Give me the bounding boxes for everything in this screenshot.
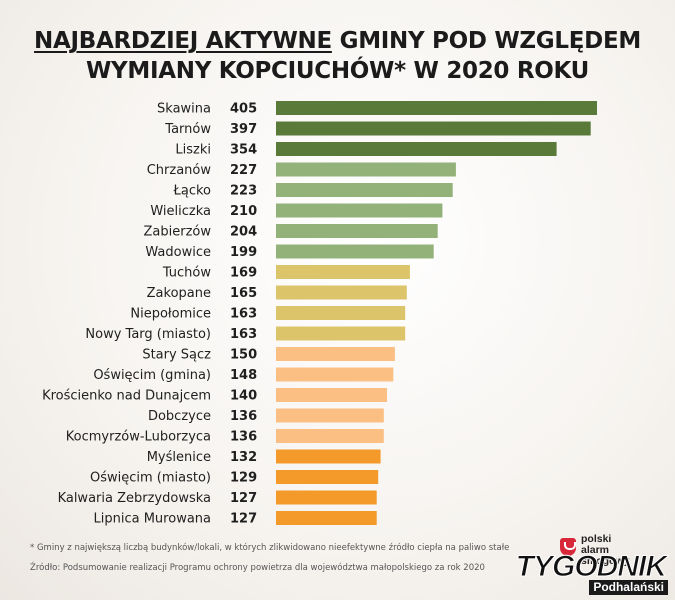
value-label: 163	[230, 327, 257, 342]
category-label: Skawina	[157, 102, 211, 117]
tp-logo-sub: Podhalański	[589, 580, 668, 595]
bar	[276, 306, 406, 320]
value-label: 405	[230, 102, 257, 117]
bar	[276, 162, 456, 177]
category-label: Lipnica Murowana	[94, 512, 211, 527]
bar	[276, 183, 453, 197]
category-label: Tarnów	[164, 122, 211, 137]
category-label: Oświęcim (gmina)	[93, 368, 211, 383]
bar	[276, 347, 395, 361]
bar-chart: Skawina 405 Tarnów 397 Liszki 354 Chrzanów 227 Ł…	[42, 101, 597, 527]
pas-word-1: polski	[581, 533, 612, 545]
footnote: * Gminy z największą liczbą budynków/lok…	[30, 543, 510, 553]
value-label: 165	[230, 286, 257, 301]
bar	[276, 470, 379, 484]
value-label: 199	[230, 245, 257, 260]
bar	[276, 203, 443, 218]
category-label: Tuchów	[162, 266, 212, 281]
pas-word-2: alarm	[581, 544, 610, 556]
tygodnik-podhalanski-logo: TYGODNIK Podhalański	[500, 550, 672, 596]
category-label: Liszki	[175, 143, 211, 158]
title-underlined: NAJBARDZIEJ AKTYWNE	[34, 28, 332, 54]
category-label: Kocmyrzów-Luborzyca	[66, 430, 211, 445]
bar	[276, 244, 434, 259]
bar	[276, 121, 591, 136]
value-label: 132	[230, 450, 257, 465]
bar	[276, 490, 377, 505]
bar	[276, 265, 410, 279]
category-label: Chrzanów	[147, 163, 212, 178]
value-label: 223	[230, 184, 257, 199]
pas-logo-text: polski alarm smogowy	[581, 534, 629, 567]
category-label: Dobczyce	[148, 409, 211, 424]
bar	[276, 429, 384, 443]
value-label: 148	[230, 368, 257, 383]
bar	[276, 101, 597, 115]
category-label: Oświęcim (miasto)	[90, 471, 211, 486]
category-label: Nowy Targ (miasto)	[85, 327, 211, 342]
value-label: 136	[230, 430, 257, 445]
category-label: Kalwaria Zebrzydowska	[58, 491, 211, 506]
category-label: Wieliczka	[150, 204, 211, 219]
polski-alarm-smogowy-logo: polski alarm smogowy	[560, 532, 630, 572]
value-label: 210	[230, 204, 257, 219]
category-label: Zabierzów	[144, 225, 212, 240]
value-label: 163	[230, 307, 257, 322]
chart-title: NAJBARDZIEJ AKTYWNE GMINY POD WZGLĘDEM W…	[0, 26, 675, 86]
bar	[276, 449, 381, 464]
title-line2: WYMIANY KOPCIUCHÓW* W 2020 ROKU	[85, 58, 590, 84]
category-label: Krościenko nad Dunajcem	[42, 389, 211, 404]
category-label: Zakopane	[147, 286, 211, 301]
category-label: Niepołomice	[130, 307, 211, 322]
category-label: Łącko	[173, 184, 211, 199]
bar	[276, 388, 387, 402]
category-label: Stary Sącz	[142, 348, 211, 363]
shield-icon	[560, 538, 576, 556]
value-label: 140	[230, 389, 257, 404]
pas-word-3: smogowy	[581, 555, 630, 567]
value-label: 204	[230, 225, 257, 240]
bar	[276, 224, 438, 238]
category-label: Wadowice	[145, 245, 211, 260]
tp-logo-main: TYGODNIK	[515, 550, 667, 583]
source-note: Źródło: Podsumowanie realizacji Programu…	[30, 563, 485, 573]
title-rest: GMINY POD WZGLĘDEM	[331, 28, 642, 54]
bar	[276, 326, 406, 341]
bar	[276, 408, 384, 423]
value-label: 169	[230, 266, 257, 281]
value-label: 354	[230, 143, 257, 158]
value-label: 127	[230, 512, 257, 527]
value-label: 227	[230, 163, 257, 178]
value-label: 136	[230, 409, 257, 424]
value-label: 127	[230, 491, 257, 506]
bar	[276, 142, 557, 156]
value-label: 150	[230, 348, 257, 363]
category-label: Myślenice	[147, 450, 211, 465]
bar	[276, 367, 394, 382]
bar	[276, 285, 407, 300]
bar	[276, 511, 377, 525]
value-label: 397	[230, 122, 257, 137]
value-label: 129	[230, 471, 257, 486]
